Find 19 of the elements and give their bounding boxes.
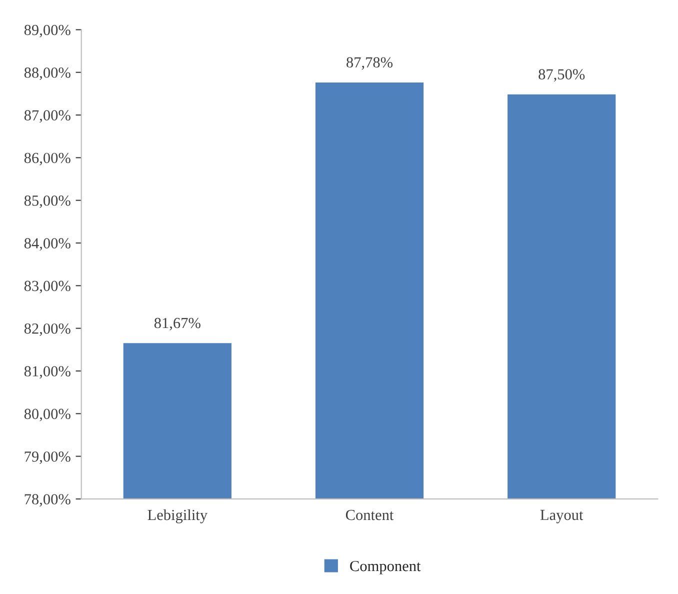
text: 87,50% (538, 69, 585, 82)
text: 87,78% (346, 57, 393, 70)
y-tick-label: 80,00% (24, 408, 70, 422)
y-tick-label: 79,00% (24, 451, 70, 464)
y-tick-label: 86,00% (24, 152, 70, 166)
y-tick-label: 88,00% (24, 68, 70, 80)
y-tick-label: 84,00% (24, 238, 70, 251)
legend-label: Component (350, 560, 421, 574)
y-tick-label: 85,00% (24, 195, 70, 208)
y-tick-label: 87,00% (24, 110, 70, 123)
y-tick-label: 81,00% (24, 366, 70, 379)
x-tick-label: Content (346, 510, 394, 520)
x-tick-label: Layout (540, 510, 584, 524)
x-tick-label: Lebigility (148, 509, 208, 524)
text: 81,67% (154, 318, 200, 330)
y-tick-label: 83,00% (24, 280, 70, 294)
y-tick-label: 82,00% (24, 323, 70, 336)
y-tick-label: 89,00% (24, 24, 70, 38)
y-tick-label: 78,00% (24, 494, 70, 507)
